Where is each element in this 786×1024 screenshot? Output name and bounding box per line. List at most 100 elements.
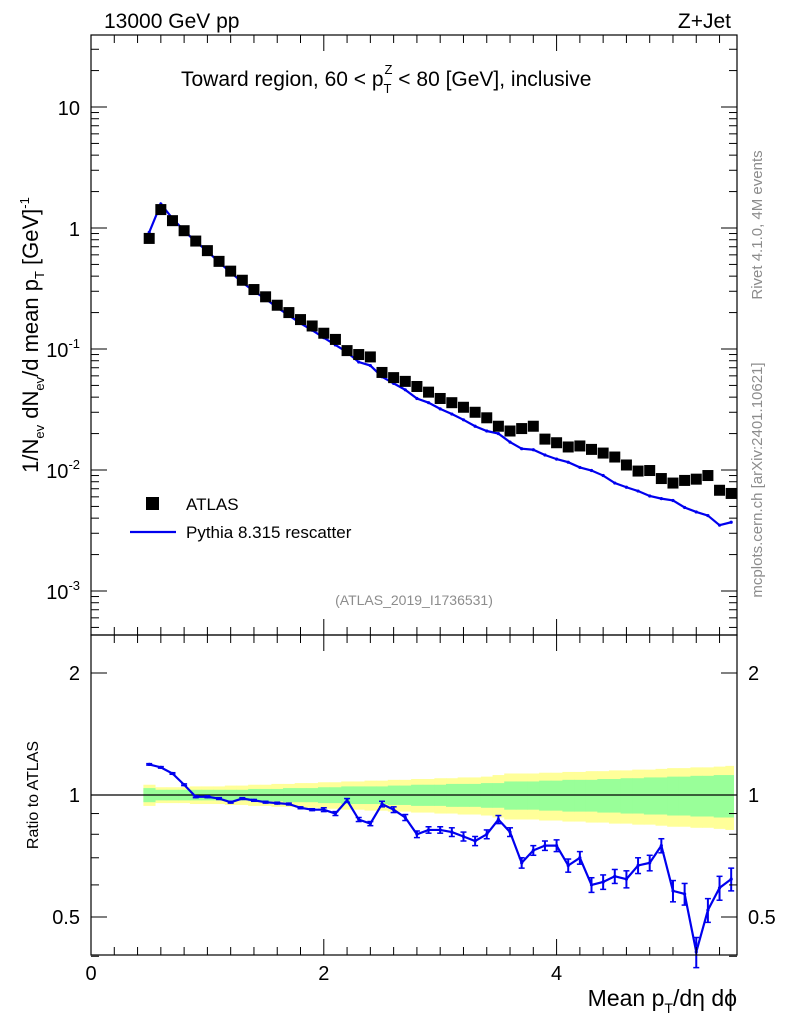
mc-curve-main xyxy=(147,201,733,527)
ratio-band-inner xyxy=(655,777,668,815)
ratio-y-tick-label-left: 2 xyxy=(69,663,80,685)
ratio-y-tick-label-right: 2 xyxy=(748,663,759,685)
main-x-ticks xyxy=(90,35,721,635)
mc-ratio-point xyxy=(531,848,535,852)
data-point-main xyxy=(562,441,574,453)
ratio-band-inner xyxy=(574,779,587,812)
mc-ratio-point xyxy=(554,844,559,848)
mc-point-main xyxy=(589,468,594,473)
mc-ratio-point xyxy=(426,828,431,832)
region-title: Toward region, 60 < pTZ < 80 [GeV], incl… xyxy=(181,62,591,96)
ratio-y-axis-label: Ratio to ATLAS xyxy=(25,741,42,849)
mc-ratio-point xyxy=(229,800,233,804)
ratio-band-inner xyxy=(620,778,633,814)
data-point-main xyxy=(551,437,563,449)
mc-ratio-point xyxy=(159,765,163,769)
header-energy: 13000 GeV pp xyxy=(104,10,239,33)
mc-ratio-point xyxy=(485,832,489,836)
mc-point-main xyxy=(368,363,372,368)
ratio-band-inner xyxy=(667,776,680,816)
data-point-main xyxy=(201,245,213,257)
ratio-band-inner xyxy=(562,779,575,812)
ratio-band-inner xyxy=(725,775,735,818)
data-point-main xyxy=(504,425,516,437)
mcplots-label: mcplots.cern.ch [arXiv:2401.10621] xyxy=(749,362,766,597)
main-y-tick-label: 10-3 xyxy=(46,578,80,604)
x-tick-label: 4 xyxy=(551,963,562,985)
data-point-main xyxy=(213,255,225,267)
data-point-main xyxy=(679,474,691,486)
mc-ratio-point xyxy=(450,830,454,834)
mc-ratio-point xyxy=(543,844,547,848)
data-point-main xyxy=(644,465,656,477)
mc-point-main xyxy=(485,429,489,433)
mc-point-main xyxy=(683,505,687,510)
mc-point-main xyxy=(706,513,710,518)
ratio-y-tick-label-left: 1 xyxy=(69,785,80,807)
mc-point-main xyxy=(357,360,361,364)
mc-point-main xyxy=(578,465,582,470)
mc-ratio-point xyxy=(217,796,221,801)
data-point-main xyxy=(539,433,551,445)
ratio-x-ticks: 0 2 4 xyxy=(85,635,721,985)
mc-curve-ratio xyxy=(146,762,735,969)
data-point-main xyxy=(306,320,318,332)
mc-ratio-point xyxy=(275,801,279,805)
data-point-main xyxy=(597,447,609,459)
data-point-main xyxy=(609,451,621,463)
mc-ratio-point xyxy=(473,839,477,843)
ratio-band-inner xyxy=(550,780,563,811)
data-point-main xyxy=(190,235,202,247)
mc-ratio-point xyxy=(287,802,291,806)
data-point-main xyxy=(399,375,411,387)
data-point-main xyxy=(248,284,260,296)
mc-ratio-point xyxy=(415,832,419,836)
legend-mc-label: Pythia 8.315 rescatter xyxy=(186,523,352,542)
main-y-tick-label: 10 xyxy=(58,98,80,120)
main-frame xyxy=(90,34,738,636)
data-point-main xyxy=(492,420,504,432)
mc-point-main xyxy=(648,494,652,498)
data-point-main xyxy=(178,225,190,237)
data-point-main xyxy=(329,333,341,345)
ratio-band-inner xyxy=(585,779,598,812)
ratio-y-tick-label-left: 0.5 xyxy=(52,907,80,929)
data-point-main xyxy=(376,366,388,378)
data-point-main xyxy=(469,406,481,418)
mc-point-main xyxy=(520,447,524,451)
ratio-band-inner xyxy=(690,775,703,817)
mc-ratio-point xyxy=(403,815,407,820)
mc-ratio-point xyxy=(345,798,349,802)
mc-ratio-point xyxy=(601,880,605,884)
mc-ratio-point xyxy=(461,834,466,839)
mc-ratio-point xyxy=(717,886,722,890)
data-point-main xyxy=(574,440,586,452)
ratio-uncertainty-bands xyxy=(143,765,735,830)
mc-point-main xyxy=(403,388,407,392)
ratio-band-inner xyxy=(597,779,610,813)
header-process: Z+Jet xyxy=(678,10,731,33)
mc-line-main xyxy=(148,201,732,527)
ratio-band-inner xyxy=(702,775,715,817)
data-point-main xyxy=(236,274,248,286)
data-point-main xyxy=(353,349,365,361)
analysis-id: (ATLAS_2019_I1736531) xyxy=(335,592,493,608)
mc-point-main xyxy=(717,523,722,527)
mc-ratio-point xyxy=(392,808,396,812)
data-point-main xyxy=(411,380,423,392)
ratio-band-inner xyxy=(643,777,657,815)
mc-ratio-point xyxy=(252,798,256,802)
rivet-label: Rivet 4.1.0, 4M events xyxy=(749,150,766,299)
data-point-main xyxy=(364,351,376,363)
data-point-main xyxy=(457,401,469,413)
x-tick-label: 2 xyxy=(318,963,329,985)
ratio-band-inner xyxy=(678,776,691,816)
ratio-y-ticks: 0.5 0.5 1 1 2 2 xyxy=(52,663,776,957)
mc-ratio-point xyxy=(613,874,617,878)
mc-point-main xyxy=(613,481,617,485)
mc-point-main xyxy=(426,401,431,405)
mc-ratio-point xyxy=(729,877,733,881)
mc-point-main xyxy=(508,440,512,444)
data-point-main xyxy=(260,291,272,303)
mc-ratio-point xyxy=(310,808,314,812)
